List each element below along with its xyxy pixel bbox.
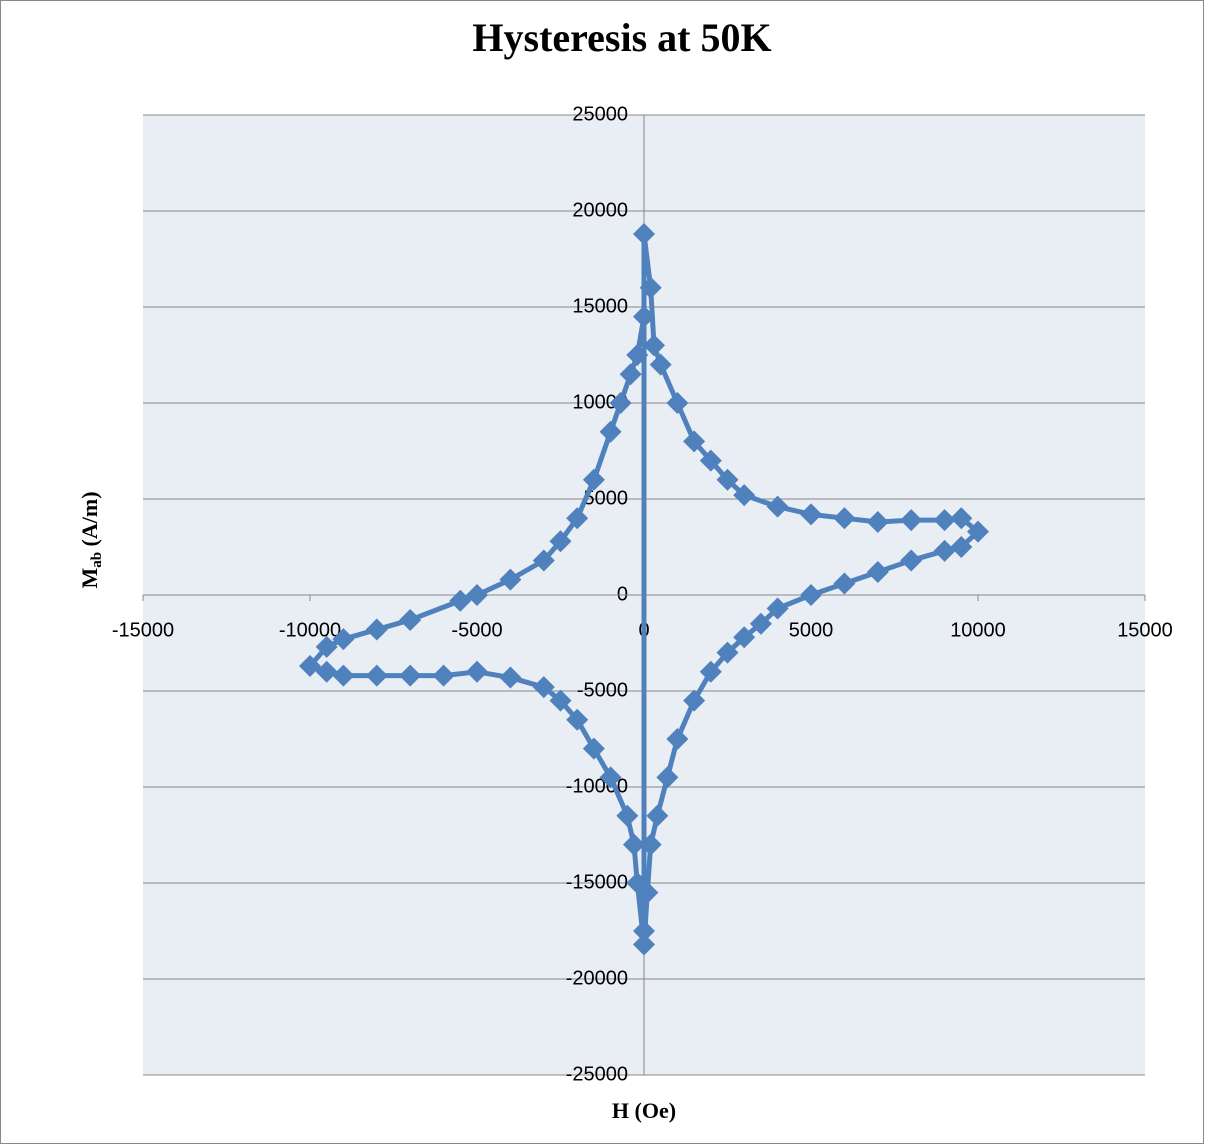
marker bbox=[950, 536, 973, 558]
marker bbox=[967, 520, 989, 543]
marker bbox=[299, 655, 321, 678]
marker bbox=[933, 509, 956, 532]
y-label-rest: (A/m) bbox=[77, 491, 102, 551]
marker bbox=[866, 560, 889, 583]
marker bbox=[549, 530, 572, 553]
y-axis-label: Mab (A/m) bbox=[77, 491, 105, 588]
marker bbox=[499, 568, 522, 591]
marker bbox=[699, 660, 722, 683]
y-tick-label: -5000 bbox=[577, 679, 628, 701]
marker bbox=[599, 766, 622, 789]
x-tick-label: -15000 bbox=[112, 619, 174, 641]
marker bbox=[900, 509, 923, 532]
marker bbox=[933, 539, 956, 562]
x-tick-label: 15000 bbox=[1117, 619, 1173, 641]
marker bbox=[716, 641, 739, 664]
marker bbox=[365, 664, 388, 687]
marker bbox=[599, 420, 622, 443]
marker bbox=[639, 276, 662, 299]
marker bbox=[566, 507, 589, 530]
marker bbox=[800, 584, 822, 606]
marker bbox=[449, 589, 472, 612]
marker bbox=[833, 572, 856, 595]
y-tick-label: 25000 bbox=[572, 103, 628, 125]
x-tick-label: -5000 bbox=[451, 619, 502, 641]
marker bbox=[766, 495, 789, 518]
marker bbox=[616, 804, 639, 827]
marker bbox=[626, 344, 649, 366]
marker bbox=[332, 664, 355, 687]
marker bbox=[399, 664, 422, 687]
y-tick-label: 20000 bbox=[572, 199, 628, 221]
x-tick-label: 10000 bbox=[950, 619, 1006, 641]
marker bbox=[532, 549, 555, 572]
marker bbox=[315, 660, 338, 683]
marker bbox=[619, 363, 642, 386]
y-label-sub: ab bbox=[89, 552, 105, 568]
x-axis-label: H (Oe) bbox=[612, 1098, 676, 1123]
marker bbox=[666, 728, 689, 750]
marker bbox=[900, 549, 923, 572]
y-tick-label: -20000 bbox=[566, 967, 628, 989]
chart-title: Hysteresis at 50K bbox=[472, 15, 771, 60]
marker bbox=[766, 597, 789, 620]
marker bbox=[733, 626, 756, 649]
marker bbox=[365, 618, 388, 641]
marker bbox=[399, 608, 422, 631]
y-label-base: M bbox=[77, 568, 102, 589]
marker bbox=[626, 872, 649, 894]
marker bbox=[639, 833, 662, 856]
marker bbox=[683, 430, 706, 453]
marker bbox=[633, 305, 655, 328]
y-tick-label: 5000 bbox=[584, 487, 629, 509]
marker bbox=[609, 392, 632, 414]
marker bbox=[646, 804, 669, 827]
marker bbox=[332, 628, 355, 651]
marker bbox=[622, 833, 645, 856]
x-tick-label: 5000 bbox=[789, 619, 834, 641]
y-tick-label: 0 bbox=[617, 583, 628, 605]
marker bbox=[716, 468, 739, 491]
marker bbox=[950, 507, 973, 530]
y-tick-label: -15000 bbox=[566, 871, 628, 893]
marker bbox=[643, 334, 666, 357]
marker bbox=[866, 511, 889, 534]
marker bbox=[466, 660, 488, 683]
marker bbox=[656, 766, 679, 789]
marker bbox=[733, 484, 756, 507]
marker bbox=[532, 676, 555, 699]
marker bbox=[666, 392, 689, 414]
marker bbox=[833, 507, 856, 530]
y-tick-label: 15000 bbox=[572, 295, 628, 317]
y-tick-label: -25000 bbox=[566, 1063, 628, 1085]
x-tick-label: -10000 bbox=[279, 619, 341, 641]
marker bbox=[582, 468, 605, 491]
marker bbox=[683, 689, 706, 712]
marker bbox=[499, 666, 522, 689]
marker bbox=[432, 664, 455, 687]
marker bbox=[633, 933, 655, 956]
marker bbox=[466, 584, 488, 606]
marker bbox=[649, 353, 672, 376]
marker bbox=[749, 612, 772, 635]
marker bbox=[566, 708, 589, 731]
marker bbox=[633, 920, 655, 942]
marker bbox=[800, 503, 822, 526]
marker bbox=[699, 449, 722, 472]
marker bbox=[549, 689, 572, 712]
marker bbox=[633, 223, 655, 246]
marker bbox=[582, 737, 605, 760]
marker bbox=[315, 635, 338, 658]
y-tick-label: 10000 bbox=[572, 391, 628, 413]
